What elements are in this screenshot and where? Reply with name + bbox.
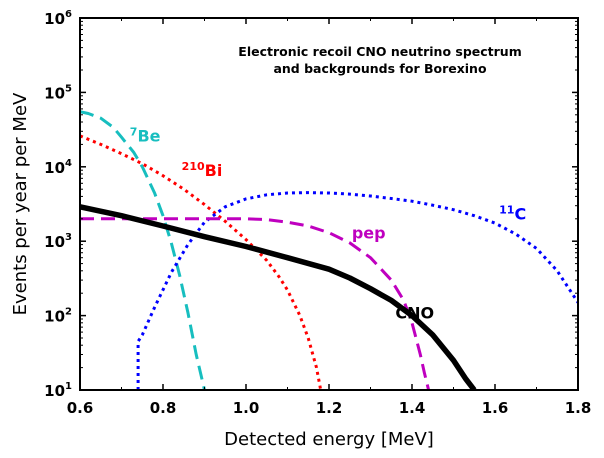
x-tick-label: 1.2 bbox=[316, 399, 343, 417]
y-tick-exponent: 5 bbox=[65, 83, 72, 94]
series-line-pep bbox=[80, 217, 431, 390]
series-label-210bi: 210Bi bbox=[182, 160, 223, 180]
series-line-7be bbox=[80, 110, 206, 390]
y-axis-label: Events per year per MeV bbox=[10, 92, 31, 315]
y-tick-label: 106 bbox=[44, 9, 72, 28]
y-tick-base: 10 bbox=[44, 84, 65, 102]
y-tick-label: 101 bbox=[44, 381, 72, 400]
series-label-main: Bi bbox=[205, 161, 223, 180]
series-label-superscript: 7 bbox=[130, 125, 138, 138]
series-label-superscript: 11 bbox=[499, 204, 514, 217]
series-label-superscript: 210 bbox=[182, 160, 205, 173]
series-label-11c: 11C bbox=[499, 204, 526, 224]
x-axis-label: Detected energy [MeV] bbox=[224, 429, 434, 450]
y-tick-base: 10 bbox=[44, 382, 65, 400]
y-tick-label: 103 bbox=[44, 232, 72, 251]
y-tick-exponent: 6 bbox=[65, 9, 72, 20]
y-tick-label: 104 bbox=[44, 158, 72, 177]
y-tick-exponent: 1 bbox=[65, 381, 72, 392]
x-tick-label: 1.8 bbox=[565, 399, 592, 417]
y-tick-exponent: 3 bbox=[65, 232, 72, 243]
x-axis: 0.6 0.8 1.0 1.2 1.4 1.6 1.8 bbox=[67, 18, 592, 417]
series-label-cno: CNO bbox=[395, 303, 434, 322]
series-label-main: Be bbox=[137, 126, 160, 145]
y-tick-base: 10 bbox=[44, 159, 65, 177]
series-line-cno bbox=[80, 204, 477, 390]
y-tick-base: 10 bbox=[44, 308, 65, 326]
chart-title: Electronic recoil CNO neutrino spectrum bbox=[238, 44, 521, 59]
series-line-210bi bbox=[80, 134, 323, 390]
y-tick-base: 10 bbox=[44, 10, 65, 28]
series-label-main: C bbox=[514, 205, 526, 224]
y-tick-label: 105 bbox=[44, 83, 72, 102]
series-layer bbox=[80, 110, 578, 390]
y-tick-base: 10 bbox=[44, 233, 65, 251]
y-tick-exponent: 4 bbox=[65, 158, 72, 169]
series-label-7be: 7Be bbox=[130, 125, 161, 145]
y-tick-label: 102 bbox=[44, 307, 72, 326]
x-tick-label: 0.6 bbox=[67, 399, 94, 417]
x-tick-label: 1.4 bbox=[399, 399, 426, 417]
series-line-11c bbox=[136, 191, 578, 390]
chart-subtitle: and backgrounds for Borexino bbox=[273, 61, 487, 76]
y-tick-exponent: 2 bbox=[65, 307, 72, 318]
x-tick-label: 1.6 bbox=[482, 399, 509, 417]
x-tick-label: 1.0 bbox=[233, 399, 260, 417]
x-tick-label: 0.8 bbox=[150, 399, 177, 417]
series-label-pep: pep bbox=[352, 224, 386, 243]
